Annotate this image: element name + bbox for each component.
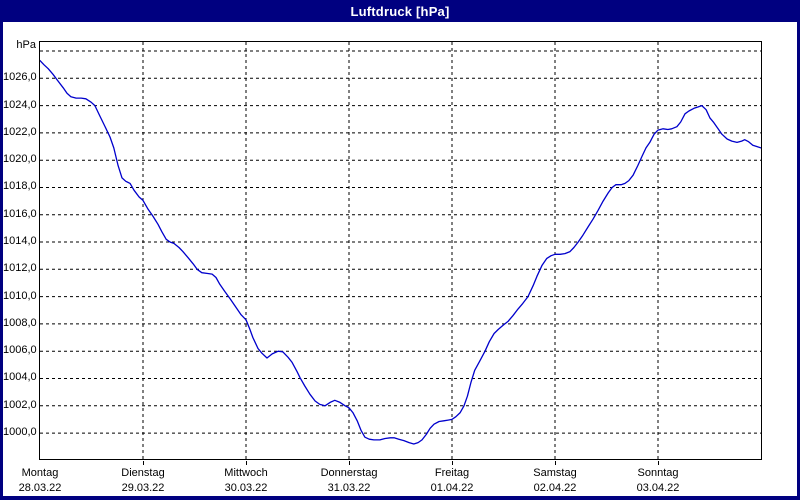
y-axis-tick-label: 1014,0 bbox=[3, 235, 37, 248]
y-axis-tick-label: 1024,0 bbox=[3, 98, 37, 111]
day-date: 03.04.22 bbox=[636, 482, 680, 494]
day-boundary-tick bbox=[555, 461, 556, 465]
pressure-line-chart bbox=[40, 42, 761, 459]
day-name: Samstag bbox=[533, 467, 577, 479]
day-date: 02.04.22 bbox=[533, 482, 577, 494]
y-axis-tick-label: 1012,0 bbox=[3, 262, 37, 275]
day-boundary-tick bbox=[658, 461, 659, 465]
window-title: Luftdruck [hPa] bbox=[350, 3, 450, 19]
day-name: Dienstag bbox=[121, 467, 165, 479]
x-axis-day-label: Dienstag 29.03.22 bbox=[91, 466, 195, 496]
day-date: 31.03.22 bbox=[327, 482, 371, 494]
x-axis-day-label: Donnerstag 31.03.22 bbox=[297, 466, 401, 496]
chart-panel: hPa 1000,0 1002,0 1004,0 1006,0 1008,0 1010,0… bbox=[3, 22, 797, 496]
day-name: Freitag bbox=[434, 467, 470, 479]
day-date: 29.03.22 bbox=[121, 482, 165, 494]
day-date: 28.03.22 bbox=[18, 482, 62, 494]
day-name: Sonntag bbox=[637, 467, 679, 479]
x-axis-day-label: Freitag 01.04.22 bbox=[400, 466, 504, 496]
y-axis-unit-label: hPa bbox=[16, 39, 36, 51]
y-axis-tick-label: 1022,0 bbox=[3, 125, 37, 138]
y-axis-tick-label: 1018,0 bbox=[3, 180, 37, 193]
day-boundary-tick bbox=[452, 461, 453, 465]
y-axis-tick-label: 1000,0 bbox=[3, 426, 37, 439]
y-axis-tick-label: 1006,0 bbox=[3, 344, 37, 357]
day-name: Donnerstag bbox=[320, 467, 378, 479]
y-axis-tick-label: 1016,0 bbox=[3, 207, 37, 220]
day-boundary-tick bbox=[143, 461, 144, 465]
window-titlebar: Luftdruck [hPa] bbox=[0, 0, 800, 22]
x-axis-day-label: Sonntag 03.04.22 bbox=[606, 466, 710, 496]
day-name: Mittwoch bbox=[224, 467, 268, 479]
day-boundary-tick bbox=[246, 461, 247, 465]
day-name: Montag bbox=[21, 467, 59, 479]
y-axis-tick-label: 1008,0 bbox=[3, 316, 37, 329]
x-axis-day-label: Montag 28.03.22 bbox=[0, 466, 92, 496]
plot-frame bbox=[39, 41, 762, 460]
x-axis-day-label: Samstag 02.04.22 bbox=[503, 466, 607, 496]
day-date: 01.04.22 bbox=[430, 482, 474, 494]
day-boundary-tick bbox=[349, 461, 350, 465]
y-axis-tick-label: 1010,0 bbox=[3, 289, 37, 302]
x-axis-day-label: Mittwoch 30.03.22 bbox=[194, 466, 298, 496]
y-axis-tick-label: 1004,0 bbox=[3, 371, 37, 384]
y-axis-tick-label: 1002,0 bbox=[3, 398, 37, 411]
y-axis-tick-label: 1026,0 bbox=[3, 71, 37, 84]
y-axis-tick-label: 1020,0 bbox=[3, 153, 37, 166]
day-date: 30.03.22 bbox=[224, 482, 268, 494]
pressure-curve bbox=[40, 59, 761, 445]
